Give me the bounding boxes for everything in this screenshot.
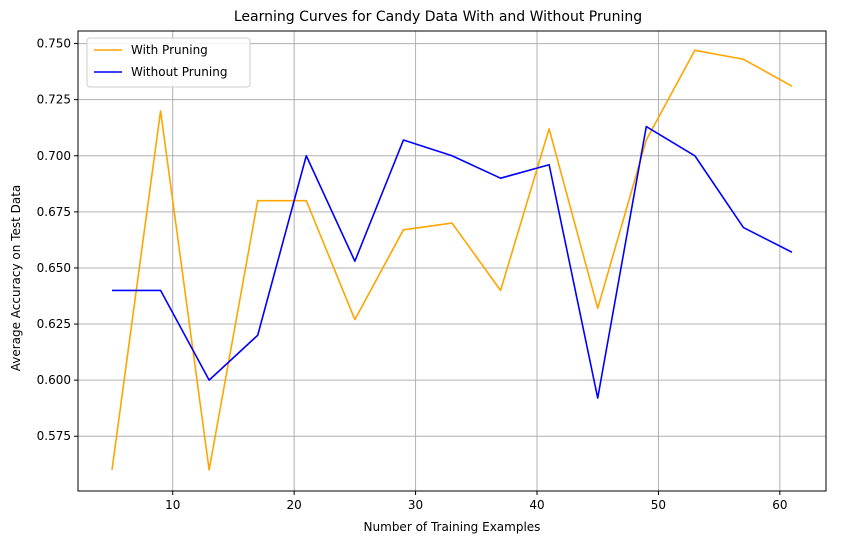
plot-frame: [77, 30, 827, 492]
y-tick-label: 0.600: [37, 373, 71, 387]
x-tick-label: 60: [772, 498, 787, 512]
x-tick-label: 20: [287, 498, 302, 512]
legend: With Pruning Without Pruning: [86, 37, 251, 88]
x-axis-label: Number of Training Examples: [364, 520, 541, 534]
y-tick-label: 0.650: [37, 261, 71, 275]
legend-label: With Pruning: [131, 43, 208, 57]
series-layer: [111, 49, 793, 471]
y-tick-label: 0.750: [37, 37, 71, 51]
legend-box: [86, 37, 251, 88]
x-tick-label: 40: [529, 498, 544, 512]
series-line-without-pruning: [112, 125, 793, 399]
legend-label: Without Pruning: [131, 65, 227, 79]
y-tick-label: 0.675: [37, 205, 71, 219]
y-axis-label: Average Accuracy on Test Data: [9, 185, 23, 372]
x-tick-label: 10: [165, 498, 180, 512]
y-axis: 0.575 0.600 0.625 0.650 0.675 0.700 0.725 0.750: [37, 37, 78, 443]
x-tick-label: 30: [408, 498, 423, 512]
y-tick-label: 0.575: [37, 429, 71, 443]
chart-title: Learning Curves for Candy Data With and …: [234, 9, 642, 25]
x-axis: 10 20 30 40 50 60: [165, 491, 787, 512]
x-tick-label: 50: [651, 498, 666, 512]
y-tick-label: 0.625: [37, 317, 71, 331]
y-tick-label: 0.700: [37, 149, 71, 163]
series-line-with-pruning: [111, 49, 793, 471]
y-tick-label: 0.725: [37, 93, 71, 107]
grid-lines: [78, 31, 826, 491]
